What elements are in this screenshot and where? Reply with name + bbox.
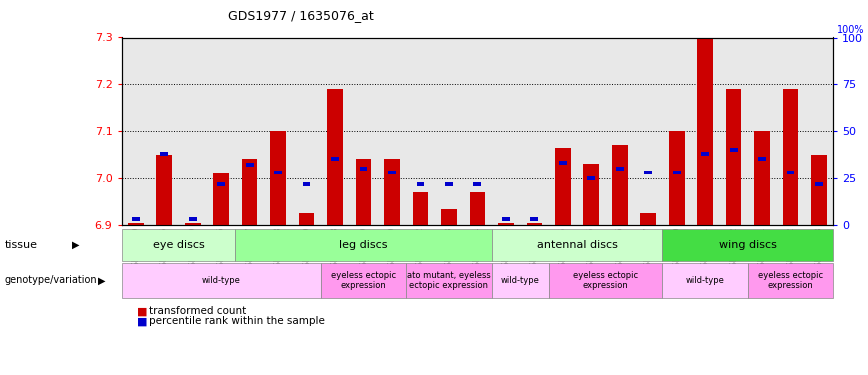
Bar	[701, 152, 709, 156]
Bar	[673, 171, 681, 174]
Bar	[669, 131, 685, 225]
Text: wild-type: wild-type	[201, 276, 240, 285]
Bar	[188, 217, 197, 221]
Bar	[726, 89, 741, 225]
Bar	[161, 152, 168, 156]
Text: ▶: ▶	[72, 240, 80, 250]
Text: ■: ■	[130, 316, 148, 326]
Text: ato mutant, eyeless
ectopic expression: ato mutant, eyeless ectopic expression	[407, 271, 490, 290]
Text: leg discs: leg discs	[339, 240, 388, 250]
Text: ▶: ▶	[98, 275, 106, 285]
Bar	[502, 217, 510, 221]
Bar	[473, 182, 482, 186]
Text: percentile rank within the sample: percentile rank within the sample	[149, 316, 326, 326]
Bar	[356, 159, 372, 225]
Bar	[445, 182, 453, 186]
Bar	[641, 213, 656, 225]
Bar	[246, 163, 253, 167]
Bar	[530, 217, 538, 221]
Text: eyeless ectopic
expression: eyeless ectopic expression	[573, 271, 638, 290]
Text: 100%: 100%	[838, 25, 865, 35]
Bar	[388, 171, 396, 174]
Bar	[128, 223, 143, 225]
Text: transformed count: transformed count	[149, 306, 247, 316]
Bar	[644, 171, 652, 174]
Bar	[412, 192, 428, 225]
Bar	[730, 148, 738, 152]
Bar	[527, 223, 542, 225]
Text: genotype/variation: genotype/variation	[4, 275, 97, 285]
Bar	[214, 174, 229, 225]
Bar	[758, 158, 766, 161]
Bar	[555, 148, 570, 225]
Bar	[185, 223, 201, 225]
Bar	[156, 155, 172, 225]
Text: antennal discs: antennal discs	[536, 240, 617, 250]
Bar	[615, 167, 624, 171]
Bar	[697, 38, 713, 225]
Bar	[441, 209, 457, 225]
Bar	[217, 182, 225, 186]
Bar	[385, 159, 400, 225]
Bar	[327, 89, 343, 225]
Bar	[754, 131, 770, 225]
Bar	[417, 182, 424, 186]
Bar	[559, 161, 567, 165]
Bar	[498, 223, 514, 225]
Text: wild-type: wild-type	[501, 276, 540, 285]
Bar	[786, 171, 794, 174]
Bar	[783, 89, 799, 225]
Bar	[815, 182, 823, 186]
Bar	[331, 158, 339, 161]
Bar	[303, 182, 311, 186]
Bar	[812, 155, 827, 225]
Bar	[132, 217, 140, 221]
Bar	[274, 171, 282, 174]
Bar	[612, 145, 628, 225]
Text: tissue: tissue	[4, 240, 37, 250]
Text: eye discs: eye discs	[153, 240, 204, 250]
Text: wild-type: wild-type	[686, 276, 725, 285]
Text: ■: ■	[130, 306, 148, 316]
Bar	[299, 213, 314, 225]
Text: eyeless ectopic
expression: eyeless ectopic expression	[331, 271, 396, 290]
Bar	[588, 176, 595, 180]
Bar	[270, 131, 286, 225]
Text: GDS1977 / 1635076_at: GDS1977 / 1635076_at	[228, 9, 374, 22]
Text: eyeless ectopic
expression: eyeless ectopic expression	[758, 271, 823, 290]
Bar	[470, 192, 485, 225]
Text: wing discs: wing discs	[719, 240, 777, 250]
Bar	[242, 159, 258, 225]
Bar	[359, 167, 367, 171]
Bar	[583, 164, 599, 225]
